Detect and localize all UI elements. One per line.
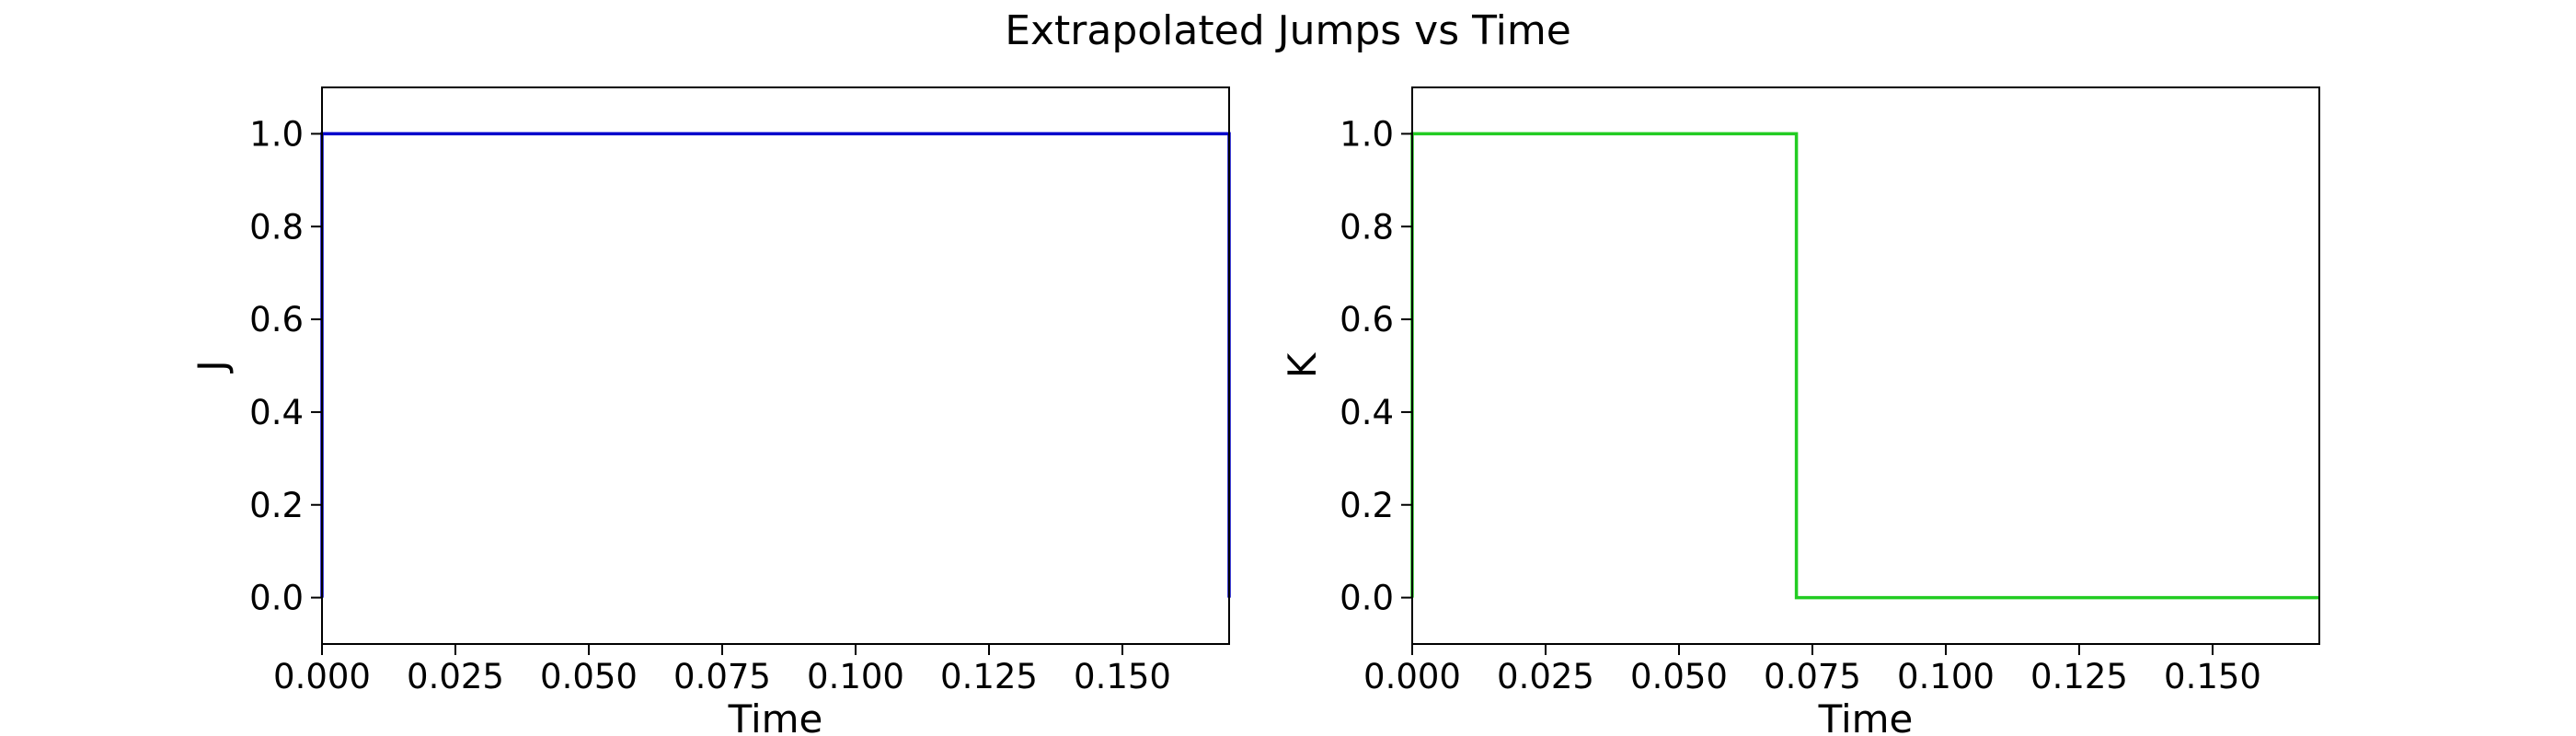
y-axis-label-k: K — [1280, 351, 1325, 378]
x-tick-label-j: 0.125 — [940, 657, 1038, 696]
y-tick-label-j: 0.8 — [249, 207, 304, 247]
x-tick-label-k: 0.125 — [2030, 657, 2128, 696]
y-tick-label-k: 0.0 — [1340, 579, 1394, 618]
x-tick-label-k: 0.050 — [1630, 657, 1728, 696]
y-tick-label-j: 0.2 — [249, 486, 304, 525]
x-axis-label-k: Time — [1818, 696, 1914, 736]
y-tick-label-j: 0.6 — [249, 300, 304, 339]
x-tick-label-j: 0.050 — [540, 657, 638, 696]
axes-frame-k — [1411, 86, 2320, 645]
x-tick-label-j: 0.100 — [807, 657, 904, 696]
y-tick-label-j: 0.0 — [249, 579, 304, 618]
chart-panel-k: 0.000 0.025 0.050 0.075 0.100 0.125 0.150 0.0 0.… — [1280, 86, 2320, 736]
series-line-j-0 — [320, 132, 1231, 598]
chart-panel-j: 0.000 0.025 0.050 0.075 0.100 0.125 0.150 0.0 0.… — [190, 86, 1231, 736]
x-tick-label-k: 0.025 — [1497, 657, 1594, 696]
figure-title: Extrapolated Jumps vs Time — [1005, 7, 1571, 54]
x-tick-label-k: 0.075 — [1764, 657, 1861, 696]
x-tick-label-k: 0.000 — [1363, 657, 1461, 696]
x-tick-label-k: 0.150 — [2164, 657, 2261, 696]
x-tick-label-j: 0.150 — [1074, 657, 1171, 696]
y-tick-label-j: 0.4 — [249, 393, 304, 432]
y-tick-label-k: 1.0 — [1340, 114, 1394, 154]
y-tick-label-k: 0.4 — [1340, 393, 1394, 432]
x-tick-label-k: 0.100 — [1897, 657, 1995, 696]
y-tick-label-k: 0.8 — [1340, 207, 1394, 247]
y-tick-label-j: 1.0 — [249, 114, 304, 154]
axes-frame-j — [321, 86, 1230, 645]
x-axis-label-j: Time — [728, 696, 823, 736]
y-tick-label-k: 0.2 — [1340, 486, 1394, 525]
y-tick-label-k: 0.6 — [1340, 300, 1394, 339]
x-tick-label-j: 0.075 — [673, 657, 771, 696]
x-tick-label-j: 0.025 — [407, 657, 504, 696]
x-tick-label-j: 0.000 — [273, 657, 371, 696]
y-axis-label-j: J — [190, 360, 235, 374]
series-line-k-0 — [1410, 132, 2319, 600]
